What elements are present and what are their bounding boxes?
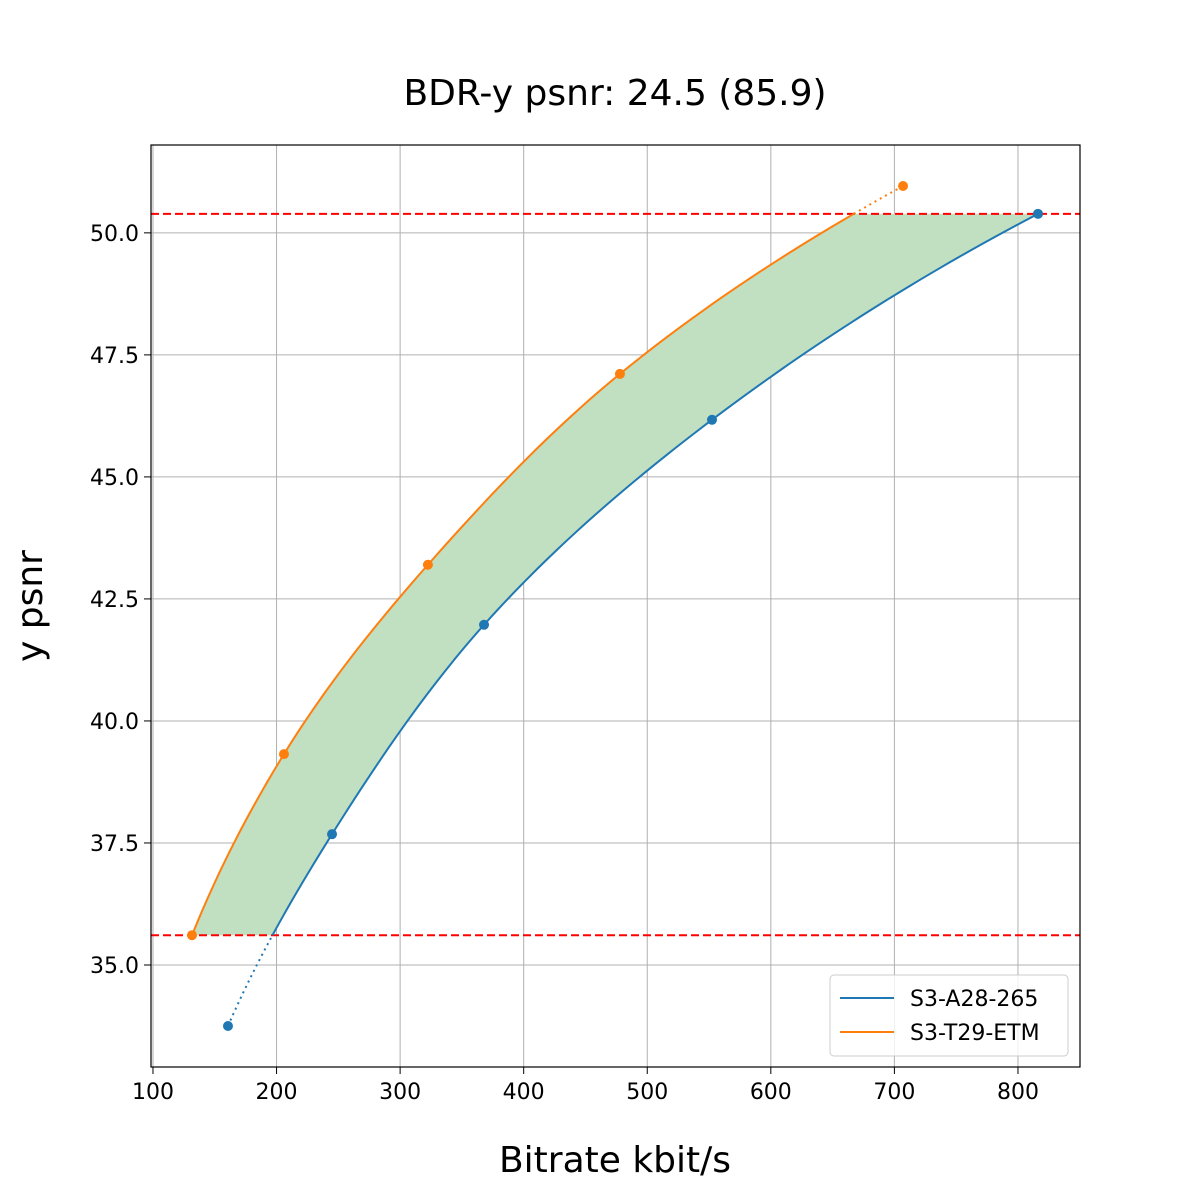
x-tick-label: 800 bbox=[997, 1080, 1039, 1105]
y-tick-label: 50.0 bbox=[90, 222, 139, 247]
overlap-fill bbox=[192, 213, 1038, 936]
y-tick-label: 35.0 bbox=[90, 954, 139, 979]
y-tick-label: 47.5 bbox=[90, 344, 139, 369]
y-tick-label: 40.0 bbox=[90, 710, 139, 735]
ticks: 100 200 300 400 500 600 700 800 35.0 37.5 40.0 42.5… bbox=[90, 222, 1039, 1105]
legend-label: S3-T29-ETM bbox=[910, 1021, 1040, 1046]
series-extrapolated-segment bbox=[853, 185, 904, 215]
data-point bbox=[707, 414, 718, 425]
data-point bbox=[278, 749, 289, 760]
x-tick-label: 100 bbox=[132, 1080, 174, 1105]
grid bbox=[151, 145, 1080, 1067]
data-point bbox=[1032, 208, 1043, 219]
data-point bbox=[898, 180, 909, 191]
x-tick-label: 400 bbox=[503, 1080, 545, 1105]
y-axis-label: y psnr bbox=[10, 550, 51, 662]
y-tick-label: 45.0 bbox=[90, 466, 139, 491]
data-point bbox=[187, 930, 198, 941]
y-tick-label: 42.5 bbox=[90, 588, 139, 613]
x-tick-label: 700 bbox=[873, 1080, 915, 1105]
data-point bbox=[422, 559, 433, 570]
chart-title: BDR-y psnr: 24.5 (85.9) bbox=[403, 73, 826, 114]
x-tick-label: 500 bbox=[626, 1080, 668, 1105]
legend-box bbox=[829, 974, 1069, 1057]
series-line bbox=[271, 212, 1039, 936]
x-tick-label: 600 bbox=[750, 1080, 792, 1105]
x-axis-label: Bitrate kbit/s bbox=[499, 1140, 731, 1181]
data-point bbox=[479, 619, 490, 630]
series-extrapolated-segment bbox=[227, 934, 274, 1027]
data-point bbox=[614, 368, 625, 379]
plot-frame bbox=[150, 144, 1081, 1068]
data-point bbox=[222, 1021, 233, 1032]
overlap-area bbox=[192, 213, 1038, 936]
series-lines bbox=[151, 180, 1080, 1032]
legend: S3-A28-265 S3-T29-ETM bbox=[829, 974, 1069, 1057]
series-line bbox=[191, 212, 855, 936]
data-point bbox=[327, 829, 338, 840]
y-tick-label: 37.5 bbox=[90, 832, 139, 857]
legend-label: S3-A28-265 bbox=[910, 987, 1038, 1012]
x-tick-label: 300 bbox=[379, 1080, 421, 1105]
x-tick-label: 200 bbox=[256, 1080, 298, 1105]
